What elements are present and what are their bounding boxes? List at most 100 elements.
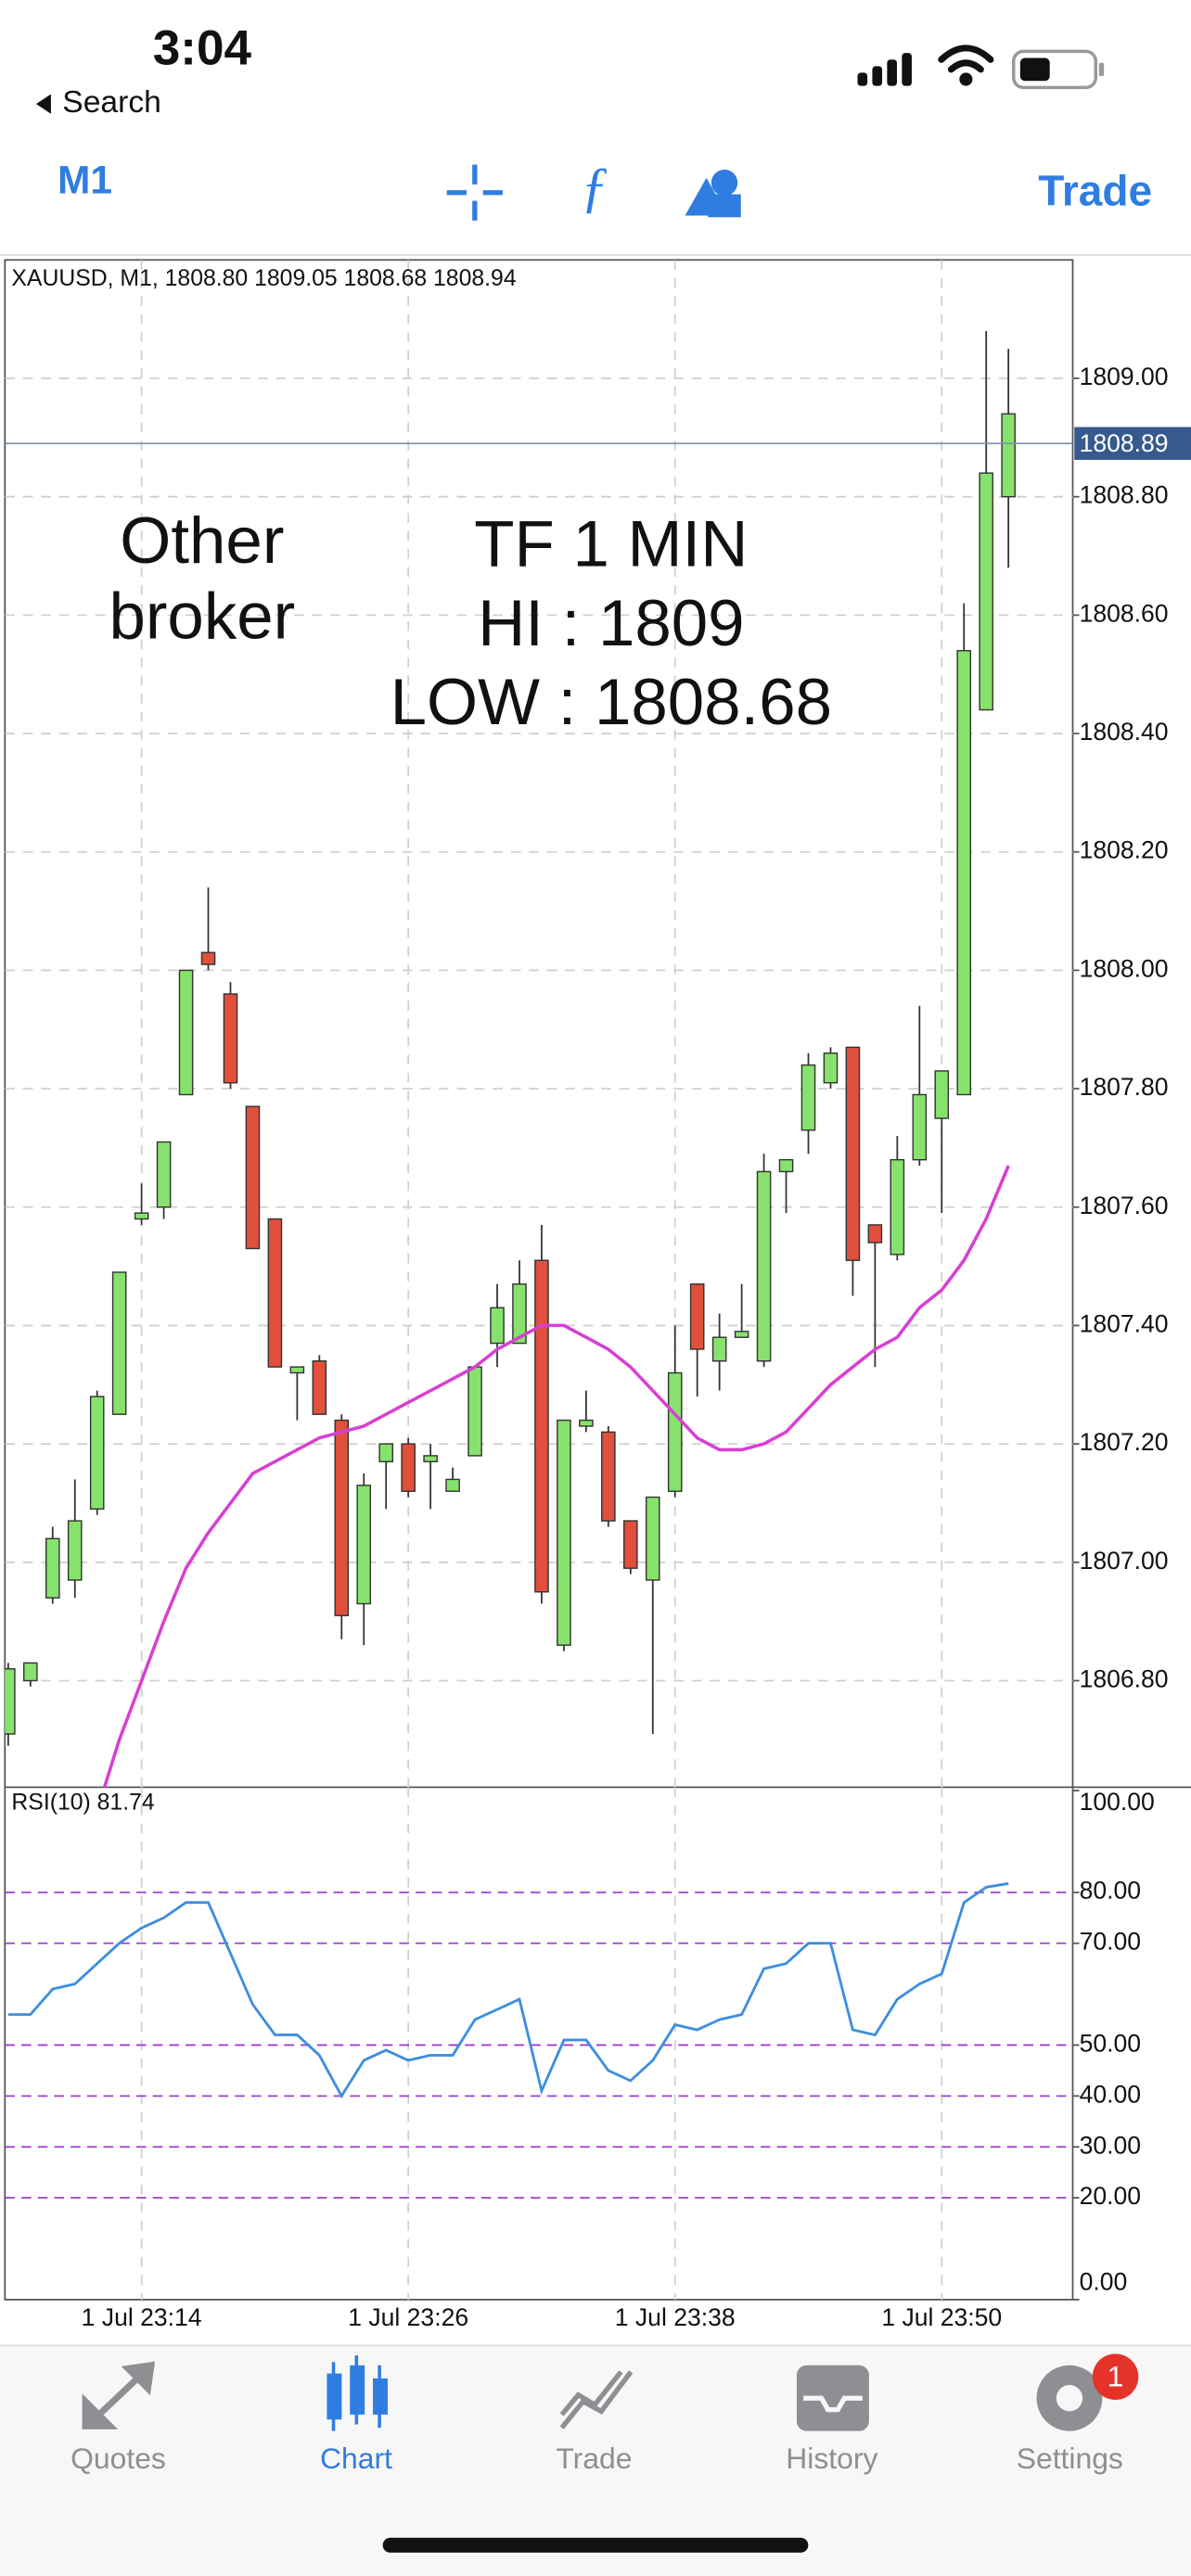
candle-body xyxy=(223,993,238,1084)
x-tick-label: 1 Jul 23:26 xyxy=(348,2303,468,2331)
x-tick-label: 1 Jul 23:50 xyxy=(881,2303,1002,2331)
tab-label[interactable]: Settings xyxy=(1017,2442,1123,2475)
chart-frame xyxy=(4,259,1074,2301)
candle-body xyxy=(378,1443,394,1462)
y-tick-label: 1808.60 xyxy=(1080,599,1169,627)
rsi-line xyxy=(7,1881,1009,2099)
candle-body xyxy=(890,1158,905,1256)
candle-body xyxy=(956,649,972,1096)
timeframe-button[interactable]: M1 xyxy=(58,159,112,202)
candle-body xyxy=(800,1064,816,1131)
y-tick-label: 30.00 xyxy=(1080,2131,1141,2159)
y-tick-label: 1806.80 xyxy=(1080,1664,1169,1692)
candle-body xyxy=(579,1419,594,1427)
candle-body xyxy=(200,951,216,965)
x-tick-label: 1 Jul 23:38 xyxy=(615,2303,736,2331)
candle-body xyxy=(601,1431,616,1522)
annotation: HI : 1809 xyxy=(478,587,744,660)
candle-body xyxy=(312,1360,327,1415)
candle-body xyxy=(645,1496,660,1581)
objects-button[interactable] xyxy=(685,169,741,218)
y-tick-label: 100.00 xyxy=(1080,1788,1155,1816)
trade-button[interactable]: Trade xyxy=(1038,167,1152,215)
tab-label[interactable]: History xyxy=(786,2442,877,2475)
candle-body xyxy=(156,1141,172,1208)
history-icon xyxy=(796,2365,869,2431)
candle-body xyxy=(289,1366,305,1374)
chart-header: XAUUSD, M1, 1808.80 1809.05 1808.68 1808… xyxy=(11,266,516,291)
y-tick-label: 1807.60 xyxy=(1080,1192,1169,1219)
moving-average-line xyxy=(102,1165,1010,1788)
last-price-tag xyxy=(1074,427,1191,460)
candle-body xyxy=(423,1455,438,1462)
candle-body xyxy=(67,1520,83,1581)
candle-body xyxy=(267,1218,283,1368)
candle-body xyxy=(867,1224,883,1243)
tabs: Quotes Chart Trade History Settings xyxy=(70,2442,1123,2475)
candle-body xyxy=(734,1331,749,1338)
home-indicator xyxy=(382,2537,809,2553)
y-tick-label: 1807.20 xyxy=(1080,1428,1169,1456)
candle-body xyxy=(557,1419,571,1646)
badge-count: 1 xyxy=(1108,2359,1124,2392)
tab-label[interactable]: Chart xyxy=(320,2442,392,2475)
annotation: Other xyxy=(120,504,284,578)
signal-icon xyxy=(857,53,912,86)
candle-body xyxy=(401,1443,416,1492)
candle-body xyxy=(778,1158,794,1173)
badge xyxy=(1092,2353,1139,2400)
y-tick-label: 1809.00 xyxy=(1080,363,1169,390)
indicators-button[interactable]: ƒ xyxy=(581,157,608,219)
battery-icon xyxy=(1011,49,1105,90)
candle-body xyxy=(23,1662,38,1682)
y-tick-label: 20.00 xyxy=(1080,2182,1141,2210)
rsi-panel xyxy=(5,1881,1073,2200)
y-tick-label: 40.00 xyxy=(1080,2080,1141,2108)
tab-bar xyxy=(0,2345,1191,2576)
candle-body xyxy=(756,1170,772,1362)
candle-body xyxy=(1001,413,1016,498)
y-tick-label: 1808.20 xyxy=(1080,836,1169,864)
y-tick-label: 1808.00 xyxy=(1080,954,1169,982)
x-tick-label: 1 Jul 23:14 xyxy=(82,2303,202,2331)
candle-body xyxy=(512,1283,527,1345)
chart-layer: 1809.00 1808.80 1808.60 1808.40 1808.20 1808.… xyxy=(5,260,1191,2331)
annotation: LOW : 1808.68 xyxy=(391,666,832,739)
last-price-label: 1808.89 xyxy=(1080,429,1169,457)
clock: 3:04 xyxy=(153,20,252,75)
trade-icon xyxy=(559,2370,634,2429)
crosshair-button[interactable] xyxy=(446,164,503,221)
candle-body xyxy=(334,1419,350,1616)
back-arrow[interactable] xyxy=(35,94,51,114)
candle-body xyxy=(178,969,194,1096)
candle-body xyxy=(5,1668,16,1735)
candle-body xyxy=(534,1259,549,1593)
tab-label[interactable]: Trade xyxy=(556,2442,632,2475)
candle-body xyxy=(490,1307,505,1345)
annotation: broker xyxy=(109,580,295,654)
y-tick-label: 0.00 xyxy=(1080,2267,1128,2295)
y-tick-label: 1807.00 xyxy=(1080,1547,1169,1575)
candle-body xyxy=(912,1093,928,1161)
candle-body xyxy=(445,1478,460,1492)
y-tick-label: 1808.80 xyxy=(1080,481,1169,509)
candle-body xyxy=(89,1396,105,1511)
candle-body xyxy=(467,1366,482,1457)
annotation: TF 1 MIN xyxy=(474,508,748,581)
settings-icon xyxy=(1036,2365,1103,2431)
candle-body xyxy=(979,472,993,711)
candle-body xyxy=(845,1046,861,1261)
y-tick-label: 1808.40 xyxy=(1080,718,1169,746)
y-tick-label: 1807.80 xyxy=(1080,1073,1169,1101)
candle-body xyxy=(45,1537,60,1599)
price-panel xyxy=(5,260,1073,1788)
candle-body xyxy=(689,1283,705,1350)
y-tick-label: 80.00 xyxy=(1080,1877,1141,1905)
candle-body xyxy=(134,1212,149,1220)
back-link[interactable]: Search xyxy=(62,85,161,120)
rsi-header: RSI(10) 81.74 xyxy=(11,1791,154,1816)
tab-label[interactable]: Quotes xyxy=(70,2442,166,2475)
